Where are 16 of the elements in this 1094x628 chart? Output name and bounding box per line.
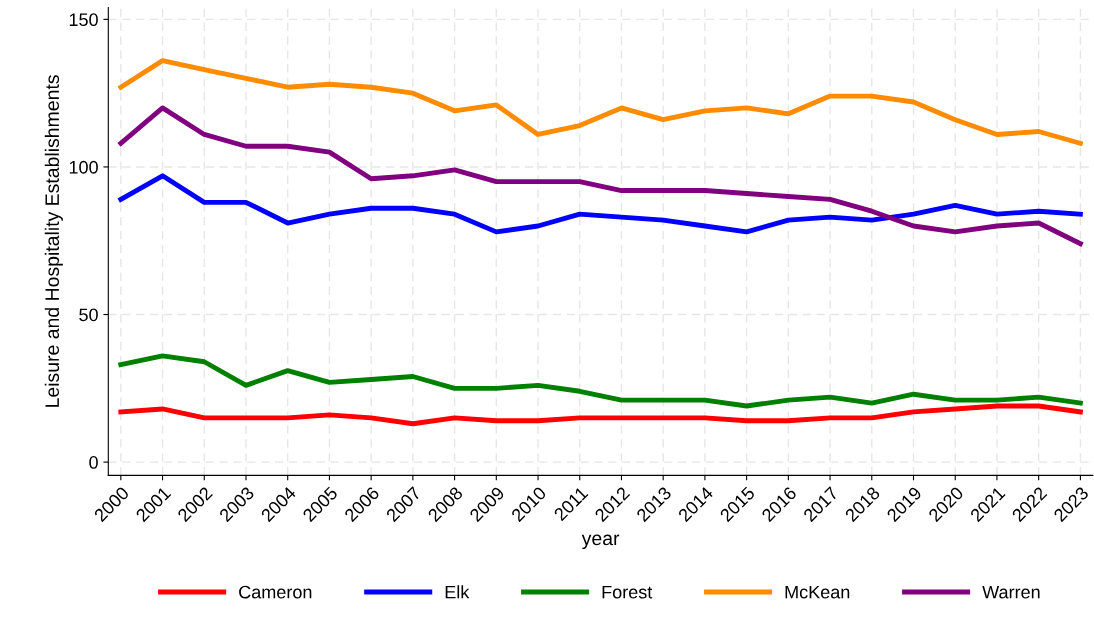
line-series [118, 105, 1083, 247]
y-tick-label: 50 [79, 308, 98, 322]
y-axis-title: Leisure and Hospitality Establishments [44, 75, 63, 407]
line-series [118, 403, 1083, 427]
x-axis-title: year [581, 534, 620, 550]
legend-label: Forest [602, 585, 653, 599]
legend-label: Elk [445, 585, 470, 599]
y-tick-label: 150 [69, 13, 98, 27]
legend-label: Cameron [239, 585, 312, 599]
legend-label: McKean [785, 585, 850, 599]
legend-label: Warren [982, 585, 1040, 599]
y-tick-label: 100 [69, 160, 98, 174]
line-series [118, 173, 1083, 235]
line-series [118, 58, 1083, 146]
line-series [118, 353, 1083, 409]
y-tick-label: 0 [89, 456, 98, 469]
